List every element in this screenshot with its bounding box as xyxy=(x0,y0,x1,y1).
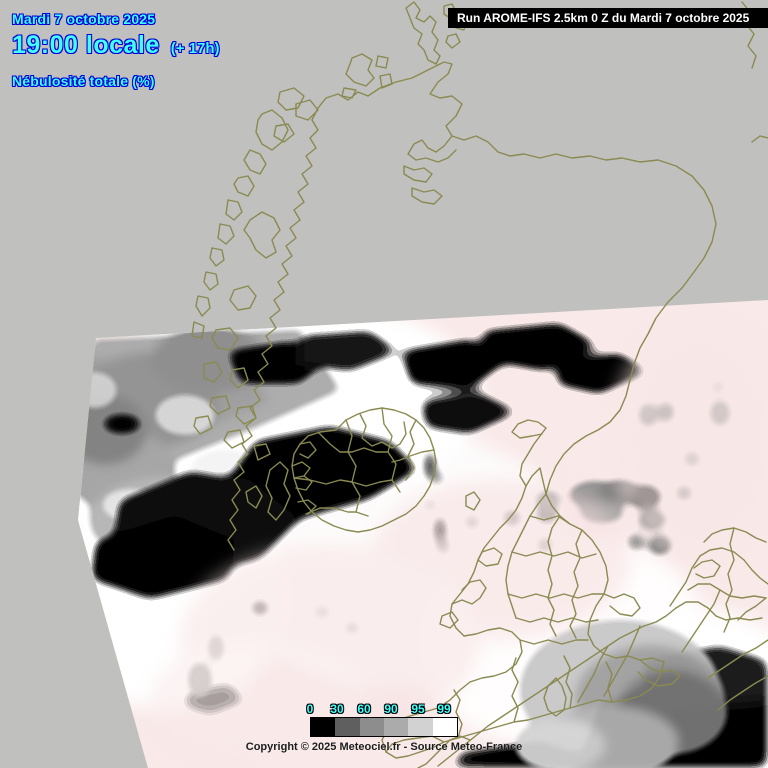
forecast-parameter-label: Nébulosité totale (%) xyxy=(12,73,155,89)
legend-tick-labels: 0 30 60 90 95 99 xyxy=(306,702,458,717)
forecast-date-label: Mardi 7 octobre 2025 xyxy=(12,11,156,27)
legend-label-99: 99 xyxy=(437,702,451,716)
legend-swatch-0 xyxy=(311,718,336,736)
legend-label-60: 60 xyxy=(357,702,371,716)
legend-color-bar xyxy=(310,717,458,737)
cloud-cover-legend: 0 30 60 90 95 99 xyxy=(306,702,458,737)
legend-label-90: 90 xyxy=(384,702,398,716)
forecast-time-label: 19:00 locale xyxy=(12,31,160,59)
legend-swatch-90 xyxy=(383,718,409,736)
forecast-time-row: 19:00 locale (+ 17h) xyxy=(12,31,220,60)
legend-label-95: 95 xyxy=(411,702,425,716)
legend-label-30: 30 xyxy=(330,702,344,716)
legend-swatch-95 xyxy=(408,718,433,736)
coastline-layer xyxy=(191,1,768,768)
forecast-offset-label: (+ 17h) xyxy=(170,40,220,57)
legend-swatch-30 xyxy=(335,718,360,736)
cloud-cover-field xyxy=(78,300,768,768)
legend-swatch-99 xyxy=(432,718,457,736)
legend-label-0: 0 xyxy=(306,702,314,716)
legend-swatch-60 xyxy=(359,718,384,736)
model-run-text: Run AROME-IFS 2.5km 0 Z du Mardi 7 octob… xyxy=(457,11,750,25)
model-run-banner: Run AROME-IFS 2.5km 0 Z du Mardi 7 octob… xyxy=(448,8,768,28)
copyright-notice: Copyright © 2025 Meteociel.fr - Source M… xyxy=(245,741,523,753)
